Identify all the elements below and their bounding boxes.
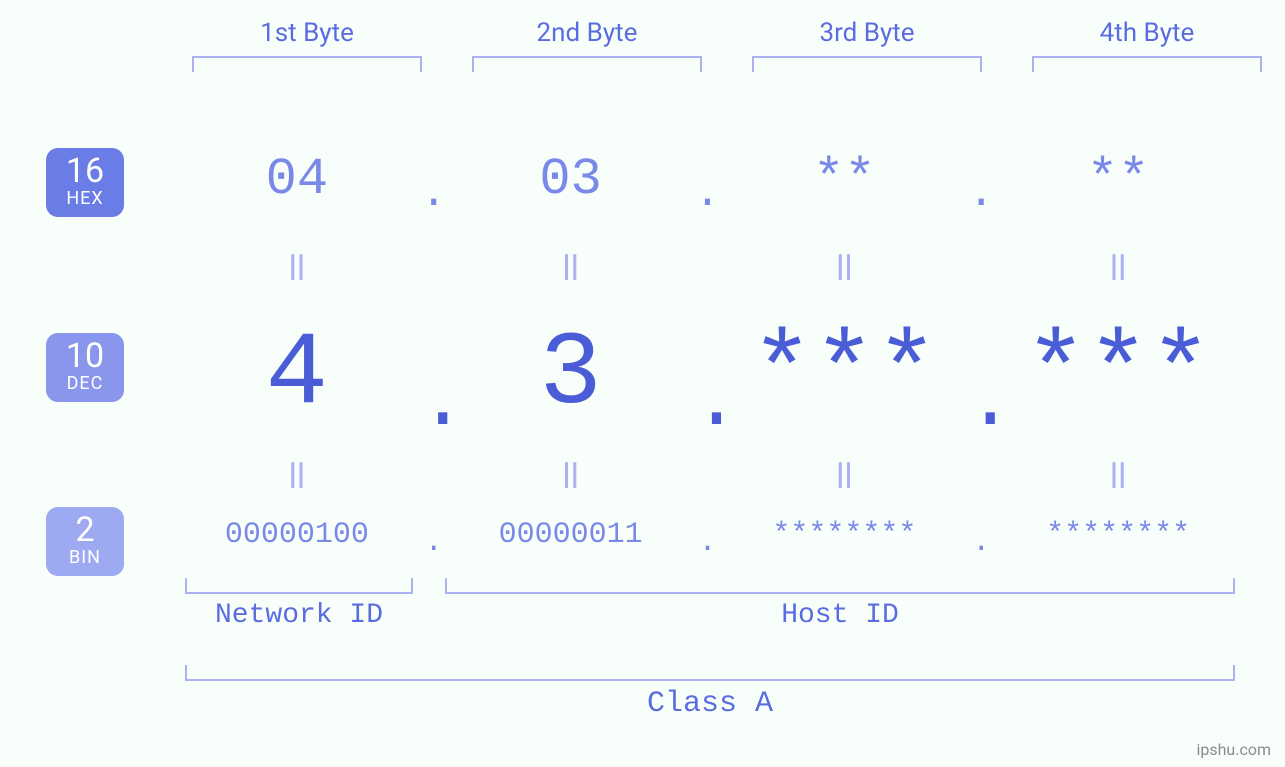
class-bracket: Class A (185, 665, 1235, 721)
bin-byte-2: 00000011 (449, 518, 693, 552)
bin-dot-2: . (693, 526, 723, 560)
bracket-top-2 (472, 56, 702, 72)
hex-byte-2: 03 (449, 150, 693, 209)
eq2-c2: ll (449, 457, 693, 497)
bin-row: 00000100 . 00000011 . ******** . *******… (175, 518, 1240, 552)
byte-header-2-label: 2nd Byte (472, 18, 702, 48)
dec-dot-2: . (693, 358, 723, 449)
hex-badge-num: 16 (46, 154, 124, 190)
hex-byte-1: 04 (175, 150, 419, 209)
host-id-bracket-line (445, 578, 1235, 594)
bin-badge-num: 2 (46, 513, 124, 549)
eq1-c3: ll (723, 249, 967, 289)
bracket-top-3 (752, 56, 982, 72)
watermark: ipshu.com (1196, 740, 1271, 759)
hex-badge: 16 HEX (46, 148, 124, 217)
bin-dot-3: . (966, 526, 996, 560)
byte-headers: 1st Byte 2nd Byte 3rd Byte 4th Byte (192, 18, 1262, 72)
network-id-bracket-line (185, 578, 413, 594)
hex-dot-3: . (966, 169, 996, 219)
dec-badge-num: 10 (46, 339, 124, 375)
bin-byte-4: ******** (996, 518, 1240, 552)
hex-dot-1: . (419, 169, 449, 219)
eq1-c4: ll (996, 249, 1240, 289)
host-id-bracket: Host ID (445, 578, 1235, 631)
dec-byte-1: 4 (175, 316, 419, 434)
hex-byte-3: ** (723, 150, 967, 209)
dec-dot-3: . (966, 358, 996, 449)
hex-badge-base: HEX (46, 190, 124, 209)
equals-row-1: ll . ll . ll . ll (175, 249, 1240, 289)
host-id-label: Host ID (445, 600, 1235, 631)
byte-header-3: 3rd Byte (752, 18, 982, 72)
dec-byte-3: *** (723, 316, 967, 434)
network-id-label: Network ID (185, 600, 413, 631)
bin-byte-1: 00000100 (175, 518, 419, 552)
bracket-top-4 (1032, 56, 1262, 72)
dec-badge: 10 DEC (46, 333, 124, 402)
eq2-c3: ll (723, 457, 967, 497)
bin-badge-base: BIN (46, 549, 124, 568)
dec-dot-1: . (419, 358, 449, 449)
bin-badge: 2 BIN (46, 507, 124, 576)
byte-header-4-label: 4th Byte (1032, 18, 1262, 48)
hex-byte-4: ** (996, 150, 1240, 209)
class-bracket-line (185, 665, 1235, 681)
eq2-c4: ll (996, 457, 1240, 497)
class-label: Class A (185, 687, 1235, 721)
dec-byte-2: 3 (449, 316, 693, 434)
byte-header-1: 1st Byte (192, 18, 422, 72)
eq1-c2: ll (449, 249, 693, 289)
eq2-c1: ll (175, 457, 419, 497)
bracket-top-1 (192, 56, 422, 72)
bin-dot-1: . (419, 526, 449, 560)
hex-dot-2: . (693, 169, 723, 219)
byte-header-4: 4th Byte (1032, 18, 1262, 72)
bin-byte-3: ******** (723, 518, 967, 552)
dec-row: 4 . 3 . *** . *** (175, 316, 1240, 434)
dec-badge-base: DEC (46, 375, 124, 394)
byte-header-3-label: 3rd Byte (752, 18, 982, 48)
dec-byte-4: *** (996, 316, 1240, 434)
hex-row: 04 . 03 . ** . ** (175, 150, 1240, 209)
equals-row-2: ll . ll . ll . ll (175, 457, 1240, 497)
network-id-bracket: Network ID (185, 578, 413, 631)
eq1-c1: ll (175, 249, 419, 289)
byte-header-1-label: 1st Byte (192, 18, 422, 48)
byte-header-2: 2nd Byte (472, 18, 702, 72)
